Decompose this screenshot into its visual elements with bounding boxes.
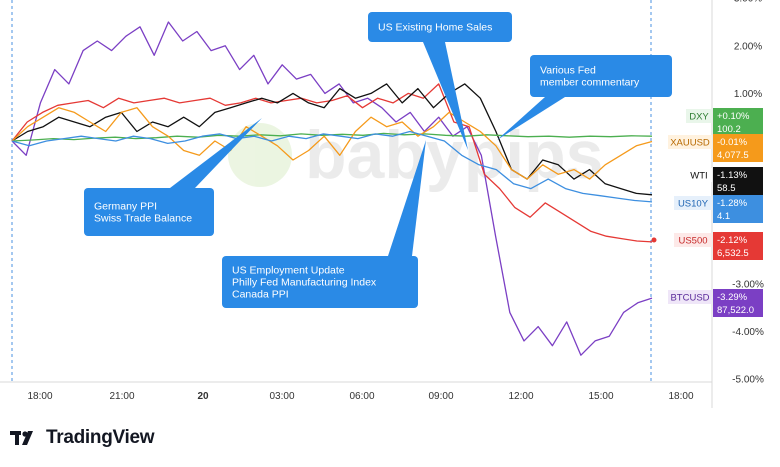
series-line-btcusd [11,21,653,356]
x-tick-label: 09:00 [428,391,453,402]
last-value-label-wti: WTI -1.13% 58.5 [686,167,763,195]
annotation-pointer [388,140,426,256]
brand-name: TradingView [46,427,155,448]
series-line-us500 [11,83,653,243]
y-tick-label: 2.00% [734,41,762,52]
y-tick-label: -3.00% [732,279,764,290]
annotation-box [530,55,672,97]
series-last-price: 87,522.0 [717,305,754,316]
x-axis-ticks: 18:00 21:00 20 03:00 06:00 09:00 12:00 15:00 18:… [27,391,693,402]
x-tick-label: 21:00 [109,391,134,402]
series-name: US10Y [678,199,709,210]
x-tick-label: 06:00 [349,391,374,402]
annotation-text: Germany PPI [94,201,157,213]
last-value-label-us500: US500 -2.12% 6,532.5 [674,232,763,260]
last-value-label-xauusd: XAUUSD -0.01% 4,077.5 [668,134,763,162]
y-tick-label: -4.00% [732,327,764,338]
series-value-box [713,195,763,223]
annotation-box [368,12,512,42]
x-tick-label: 20 [197,391,209,402]
series-last-price: 6,532.5 [717,248,749,259]
annotation-box [84,188,214,236]
series-name-chip [686,168,712,182]
chart-svg: babypips 3.00% 2.00% 1.00% -3.00% -4.00% -5.0… [0,0,764,408]
annotation-box [222,256,418,308]
series-value-box [713,289,763,317]
series-name: US500 [678,236,707,247]
series-line-xauusd [11,107,653,180]
event-annotations: US Existing Home Sales Various Fedmember … [84,12,672,308]
series-last-pct: -1.28% [717,198,748,209]
last-value-label-dxy: DXY +0.10% 100.2 [686,108,763,136]
annotation-text: Canada PPI [232,289,289,301]
event-annotation: US Existing Home Sales [368,12,512,150]
annotation-text: US Existing Home Sales [378,22,492,34]
annotation-pointer [497,97,565,140]
series-last-price: 58.5 [717,183,736,194]
us500-last-point [651,237,657,243]
y-tick-label: 1.00% [734,89,762,100]
tradingview-logo-icon [10,431,33,445]
series-name-chip [668,135,712,149]
series-name-chip [674,196,712,210]
series-value-box [713,167,763,195]
annotation-text: member commentary [540,77,640,89]
series-name-chip [668,290,712,304]
series-last-price: 4,077.5 [717,150,749,161]
annotation-text: Various Fed [540,65,596,77]
series-value-box [713,232,763,260]
x-tick-label: 15:00 [588,391,613,402]
series-last-pct: -3.29% [717,292,748,303]
series-line-wti [11,83,653,196]
series-name: BTCUSD [670,293,709,304]
watermark-logo: babypips [228,117,604,193]
svg-text:babypips: babypips [305,117,604,193]
series-last-pct: -2.12% [717,235,748,246]
series-last-pct: -1.13% [717,170,748,181]
x-tick-label: 18:00 [27,391,52,402]
series-last-pct: -0.01% [717,137,748,148]
last-value-label-us10y: US10Y -1.28% 4.1 [674,195,763,223]
series-name-chip [674,233,712,247]
series-name: XAUUSD [670,138,710,149]
y-axis-ticks: 3.00% 2.00% 1.00% -3.00% -4.00% -5.00% [732,0,764,386]
series-last-price: 4.1 [717,211,730,222]
series-last-price: 100.2 [717,124,741,135]
x-tick-label: 12:00 [508,391,533,402]
series-last-pct: +0.10% [717,111,750,122]
series-layer [11,21,653,356]
series-value-box [713,108,763,136]
y-tick-label: -5.00% [732,375,764,386]
annotation-text: US Employment Update [232,265,345,277]
series-name: WTI [690,171,707,182]
annotation-pointer [170,118,262,188]
annotation-text: Swiss Trade Balance [94,213,192,225]
y-tick-label: 3.00% [734,0,762,5]
annotation-pointer [423,42,468,150]
x-tick-label: 18:00 [668,391,693,402]
series-name: DXY [689,112,709,123]
last-value-label-btcusd: BTCUSD -3.29% 87,522.0 [668,289,763,317]
x-tick-label: 03:00 [269,391,294,402]
annotation-text: Philly Fed Manufacturing Index [232,277,377,289]
series-line-us10y [11,130,653,203]
brand: TradingView [10,427,155,449]
series-value-box [713,134,763,162]
series-name-chip [686,109,712,123]
last-value-labels: BTCUSD -3.29% 87,522.0 US500 -2.12% 6,532.5 WT… [651,108,763,317]
